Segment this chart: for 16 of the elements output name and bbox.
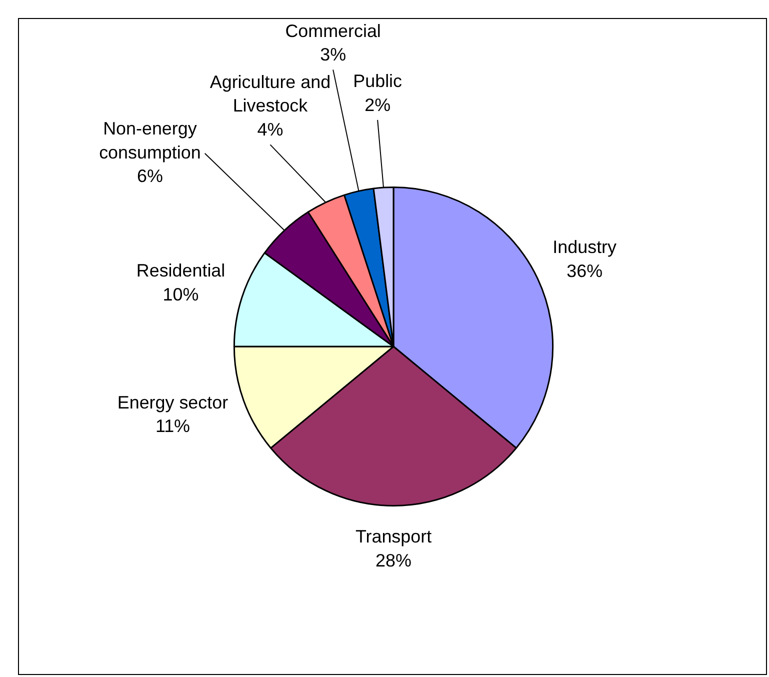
slice-label: Residential <box>136 260 226 281</box>
slice-label: Non-energy consumption <box>99 118 201 162</box>
slice-label: Transport <box>355 526 432 547</box>
data-label: 6% <box>136 166 163 186</box>
slice-label: Industry <box>552 237 617 257</box>
data-label: 3% <box>320 44 346 65</box>
data-label: 2% <box>364 94 391 115</box>
slice-label: Agriculture and Livestock <box>210 72 331 116</box>
data-label: 11% <box>155 416 190 436</box>
slice-label: Energy sector <box>117 392 228 412</box>
slice-label: Public <box>353 71 402 92</box>
data-label: 28% <box>376 550 412 571</box>
slice-label: Commercial <box>285 20 381 41</box>
data-label: 4% <box>257 120 284 140</box>
data-label: 36% <box>566 260 603 281</box>
data-label: 10% <box>162 284 199 305</box>
